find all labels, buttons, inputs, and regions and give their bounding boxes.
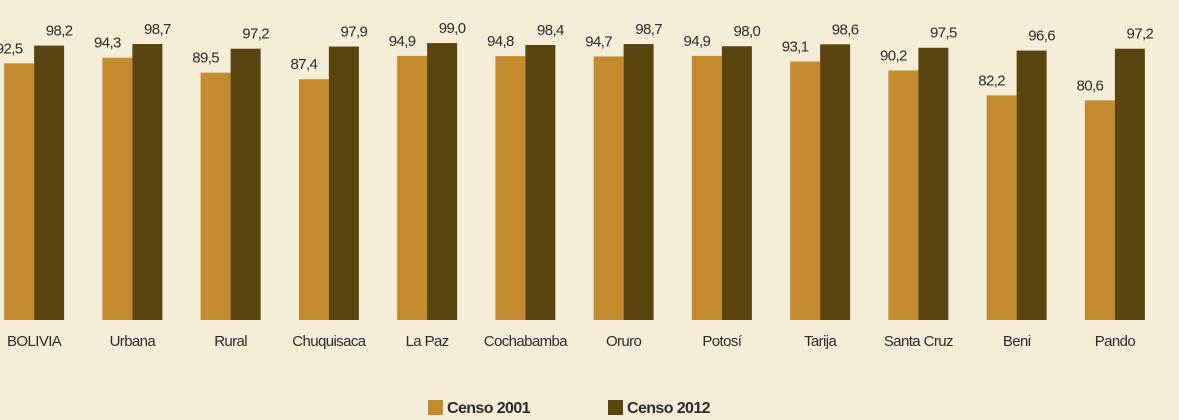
bar xyxy=(495,56,526,321)
bar xyxy=(918,47,949,321)
x-tick-label: Oruro xyxy=(606,333,642,350)
value-label: 99,0 xyxy=(439,20,466,37)
value-label: 98,2 xyxy=(46,23,73,40)
x-tick-label: Rural xyxy=(214,333,247,350)
bar xyxy=(102,57,133,320)
value-label: 94,9 xyxy=(389,33,416,50)
bar xyxy=(691,55,722,320)
bar xyxy=(525,44,556,320)
value-label: 94,9 xyxy=(683,33,710,50)
bar xyxy=(200,72,231,321)
bar xyxy=(1084,100,1115,320)
value-label: 87,4 xyxy=(290,56,317,73)
value-label: 98,0 xyxy=(733,23,760,40)
bar xyxy=(427,43,458,320)
bar xyxy=(593,56,624,320)
x-tick-label: Tarija xyxy=(804,333,838,350)
bar xyxy=(986,95,1017,320)
value-label: 93,1 xyxy=(782,38,809,55)
legend-swatch xyxy=(428,400,443,415)
bar xyxy=(34,45,65,320)
bar xyxy=(623,44,654,321)
value-label: 97,2 xyxy=(242,26,269,43)
x-tick-label: La Paz xyxy=(406,333,449,350)
bar xyxy=(397,55,428,320)
x-tick-label: BOLIVIA xyxy=(7,333,62,350)
bar xyxy=(888,70,919,320)
value-label: 92,5 xyxy=(0,40,23,57)
x-tick-label: Chuquisaca xyxy=(292,333,366,350)
value-label: 98,4 xyxy=(537,22,564,39)
bar xyxy=(790,61,821,320)
bar xyxy=(1016,50,1047,320)
x-tick-label: Cochabamba xyxy=(484,333,568,350)
legend-label: Censo 2012 xyxy=(627,400,711,417)
value-label: 82,2 xyxy=(978,72,1005,89)
value-label: 94,3 xyxy=(94,35,121,52)
value-label: 94,8 xyxy=(487,33,514,50)
bar xyxy=(132,44,163,321)
value-label: 98,6 xyxy=(832,21,859,38)
bar xyxy=(298,79,329,320)
value-label: 89,5 xyxy=(192,50,219,67)
x-tick-label: Potosí xyxy=(702,333,742,350)
value-label: 90,2 xyxy=(880,47,907,64)
value-label: 97,2 xyxy=(1126,26,1153,43)
x-tick-label: Beni xyxy=(1003,333,1031,350)
value-label: 97,5 xyxy=(930,25,957,42)
value-label: 96,6 xyxy=(1028,28,1055,45)
value-label: 97,9 xyxy=(340,24,367,41)
value-label: 94,7 xyxy=(585,33,612,50)
bar xyxy=(230,48,261,320)
bar xyxy=(328,46,359,321)
bar xyxy=(820,44,851,320)
value-label: 98,7 xyxy=(144,21,171,38)
value-label: 80,6 xyxy=(1076,77,1103,94)
x-tick-label: Pando xyxy=(1095,333,1136,350)
legend-swatch xyxy=(608,400,623,415)
x-tick-label: Santa Cruz xyxy=(884,333,953,350)
legend-label: Censo 2001 xyxy=(447,400,531,417)
x-tick-label: Urbana xyxy=(110,333,157,350)
bar xyxy=(4,63,35,320)
bar xyxy=(721,46,752,320)
bar xyxy=(1114,48,1145,320)
value-label: 98,7 xyxy=(635,21,662,38)
